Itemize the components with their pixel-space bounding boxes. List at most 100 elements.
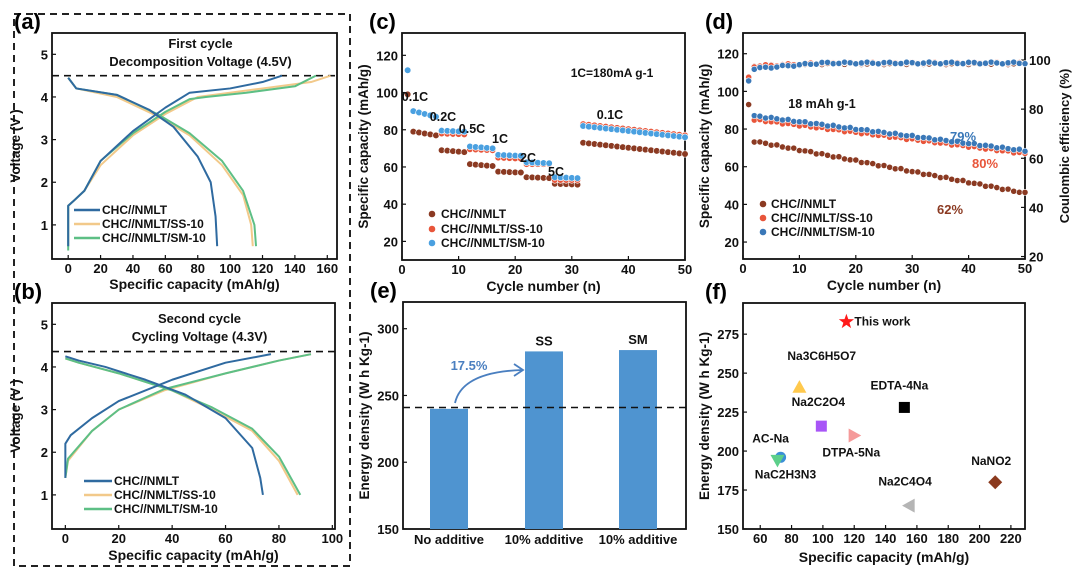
- marker-triangle-left: [902, 498, 915, 513]
- ce-point: [779, 62, 786, 69]
- x-tick-label: 10: [451, 262, 465, 277]
- ce-point: [824, 58, 831, 66]
- y-tick-label: 20: [384, 234, 398, 249]
- capacity-point: [812, 150, 820, 158]
- rate-label: 0.5C: [459, 122, 485, 136]
- ce-point: [858, 59, 865, 67]
- ce-point: [807, 60, 815, 68]
- legend-marker: [759, 200, 767, 208]
- x-tick-label: 40: [126, 261, 140, 276]
- data-point: [545, 159, 553, 167]
- capacity-point: [1021, 147, 1029, 155]
- legend-label: CHC//NMLT/SM-10: [102, 231, 206, 245]
- ce-point: [965, 58, 972, 66]
- current-density-note: 1C=180mA g-1: [571, 66, 654, 80]
- retention-label: 80%: [972, 156, 998, 171]
- curve-charge-0: [67, 74, 283, 247]
- curve-discharge-0: [67, 77, 219, 247]
- capacity-point: [784, 116, 792, 123]
- y-tick-label: 5: [41, 47, 48, 62]
- x-tick-label: 200: [969, 531, 991, 546]
- ce-point: [846, 59, 854, 67]
- x-tick-label: 30: [565, 262, 579, 277]
- x-tick-label: 50: [678, 262, 692, 277]
- y-right-tick-label: 60: [1029, 151, 1043, 166]
- legend-label: CHC//NMLT/SS-10: [114, 488, 216, 502]
- point-label: This work: [854, 315, 910, 329]
- capacity-point: [863, 159, 871, 167]
- point-label: NaNO2: [971, 454, 1011, 468]
- capacity-point: [903, 167, 910, 175]
- panel-letter: (f): [705, 279, 727, 304]
- capacity-point: [818, 120, 826, 128]
- capacity-loss-note: 18 mAh g-1: [788, 97, 855, 111]
- capacity-point: [818, 150, 826, 158]
- y-tick-label: 60: [384, 160, 398, 175]
- capacity-point: [1015, 188, 1023, 196]
- y-tick-label: 100: [717, 84, 739, 99]
- capacity-point: [784, 144, 792, 152]
- x-tick-label: 60: [218, 531, 232, 546]
- x-tick-label: 100: [812, 531, 834, 546]
- legend-label: CHC//NMLT/SS-10: [102, 217, 204, 231]
- capacity-point: [812, 120, 820, 127]
- panel-letter: (b): [14, 279, 42, 304]
- capacity-point: [824, 122, 831, 130]
- capacity-point: [750, 138, 758, 146]
- plot-frame: [401, 32, 686, 261]
- legend-marker: [759, 214, 767, 222]
- ce-point: [914, 60, 922, 68]
- capacity-point: [920, 134, 927, 141]
- capacity-point: [1004, 145, 1012, 153]
- legend-label: CHC//NMLT/SM-10: [771, 225, 875, 239]
- rate-label: 2C: [520, 151, 536, 165]
- data-point: [517, 168, 525, 177]
- capacity-point: [852, 156, 860, 164]
- y-right-tick-label: 100: [1029, 53, 1051, 68]
- x-axis-label: Cycle number (n): [486, 278, 600, 294]
- capacity-point: [745, 101, 753, 108]
- x-tick-label: 120: [252, 261, 274, 276]
- capacity-point: [993, 144, 1001, 152]
- capacity-point: [931, 136, 939, 144]
- capacity-point: [914, 168, 922, 176]
- x-tick-label: 0: [739, 261, 746, 276]
- capacity-point: [852, 126, 860, 133]
- y-tick-label: 2: [41, 445, 48, 460]
- plot-title: Second cycle: [158, 311, 241, 326]
- x-tick-label: 30: [905, 261, 919, 276]
- ce-point: [959, 60, 967, 67]
- x-tick-label: 100: [219, 261, 241, 276]
- capacity-point: [841, 155, 848, 163]
- y-right-tick-label: 80: [1029, 102, 1043, 117]
- y-tick-label: 3: [41, 133, 48, 148]
- capacity-point: [824, 151, 831, 159]
- point-label: DTPA-5Na: [822, 445, 880, 459]
- panel-letter: (c): [369, 9, 396, 34]
- capacity-point: [1004, 185, 1012, 193]
- capacity-point: [1010, 187, 1018, 195]
- y-tick-label: 1: [41, 488, 48, 503]
- x-tick-label: 80: [784, 531, 798, 546]
- data-point: [488, 144, 497, 152]
- curve-charge-1: [64, 353, 312, 478]
- x-tick-label: 140: [875, 531, 897, 546]
- y-axis-label: Voltage (V ): [8, 109, 23, 182]
- y-tick-label: 150: [377, 522, 399, 537]
- marker-triangle-up: [792, 380, 807, 393]
- y-tick-label: 1: [41, 218, 48, 233]
- capacity-point: [880, 129, 888, 136]
- y-axis-label: Energy density (W h Kg-1): [697, 332, 712, 500]
- legend-label: CHC//NMLT: [771, 197, 837, 211]
- retention-label: 62%: [937, 202, 963, 217]
- capacity-point: [976, 142, 984, 150]
- capacity-point: [959, 177, 967, 184]
- increase-label: 17.5%: [451, 358, 488, 373]
- capacity-point: [869, 160, 877, 167]
- legend-label: CHC//NMLT/SM-10: [441, 236, 545, 250]
- ce-point: [835, 59, 843, 67]
- plot-frame: [51, 302, 336, 530]
- capacity-point: [942, 173, 950, 181]
- x-tick-label: 10: [792, 261, 806, 276]
- point-label: Na2C4O4: [878, 475, 932, 489]
